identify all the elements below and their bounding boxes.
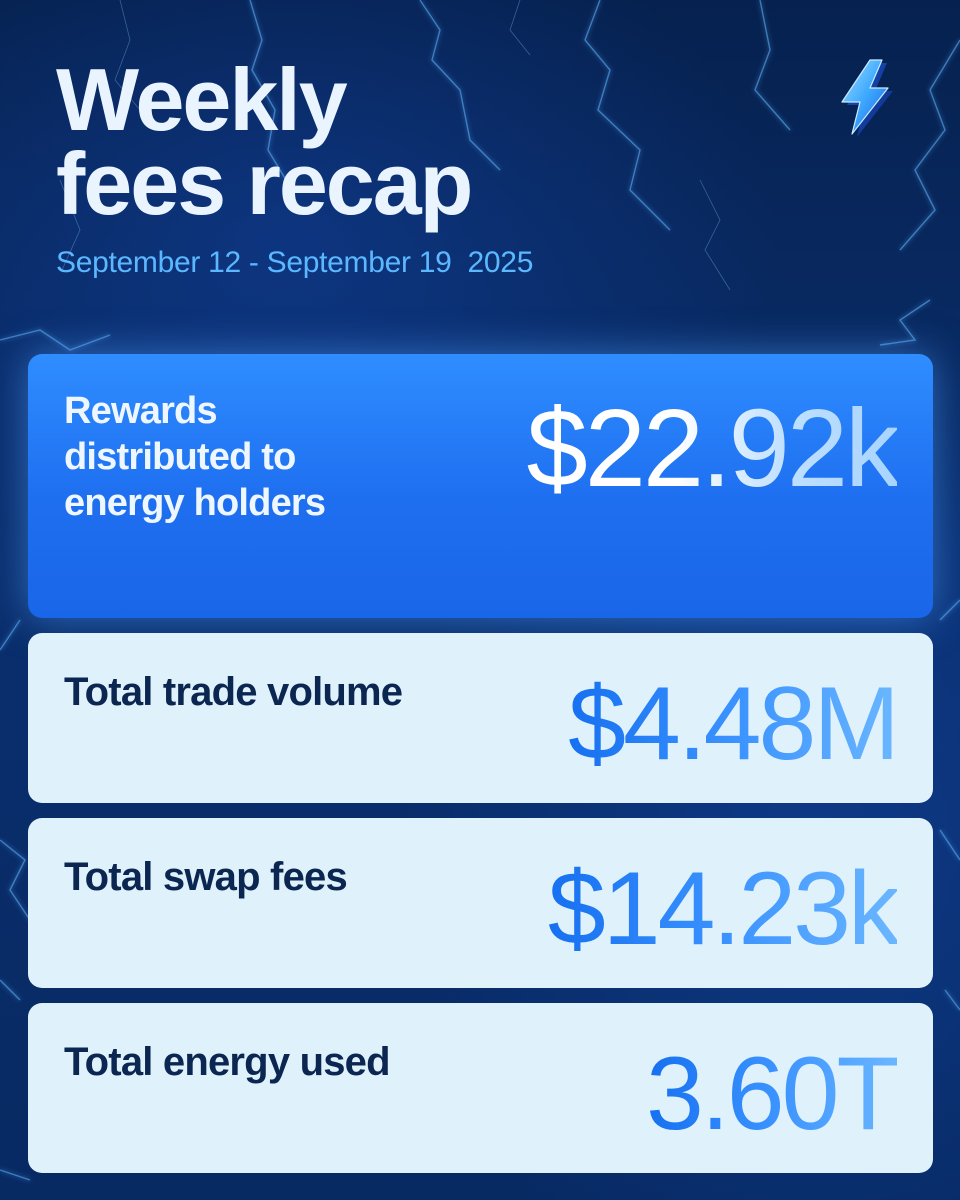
title-line-1: Weekly [56,50,348,149]
swap-fees-value: $14.23k [547,851,900,967]
energy-used-card: Total energy used 3.60T [28,1003,933,1173]
energy-used-label: Total energy used [64,1040,391,1084]
swap-fees-label: Total swap fees [64,855,348,899]
rewards-label: Rewards distributed to energy holders [64,390,326,524]
rewards-value: $22.92k [526,387,900,510]
rewards-card: Rewards distributed to energy holders $2… [28,354,933,618]
swap-fees-card: Total swap fees $14.23k [28,818,933,988]
page-title: Weekly fees recap [56,50,473,233]
date-range: September 12 - September 19 2025 [56,246,534,279]
trade-volume-value: $4.48M [568,666,900,782]
energy-used-value: 3.60T [646,1036,900,1152]
title-line-2: fees recap [56,134,473,233]
lightning-bolt-icon [841,59,893,137]
trade-volume-card: Total trade volume $4.48M [28,633,933,803]
trade-volume-label: Total trade volume [64,670,403,714]
